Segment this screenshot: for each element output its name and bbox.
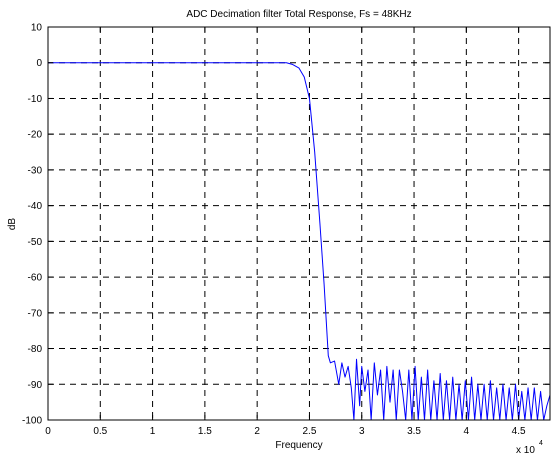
- chart-title: ADC Decimation filter Total Response, Fs…: [186, 9, 411, 20]
- x-tick-label: 0: [45, 426, 51, 437]
- series-line-0: [48, 62, 550, 420]
- x-tick-label: 3: [359, 426, 365, 437]
- tick-labels: 0 0.5 1 1.5 2 2.5 3 3.5 4 4.5 10 0 -10 -20 -30 -40 -50 -6…: [22, 23, 526, 438]
- y-tick-label: -40: [28, 201, 43, 212]
- y-tick-label: -30: [28, 165, 43, 176]
- y-tick-label: -100: [22, 416, 42, 427]
- x-tick-label: 1: [150, 426, 156, 437]
- plot-border: [47, 26, 551, 421]
- y-tick-label: -90: [28, 380, 43, 391]
- y-axis-label: dB: [7, 218, 18, 231]
- x-tick-label: 3.5: [407, 426, 421, 437]
- y-tick-label: -50: [28, 237, 43, 248]
- y-tick-label: -10: [28, 94, 43, 105]
- x-tick-label: 2: [254, 426, 260, 437]
- x-axis-exponent: x 10: [516, 445, 535, 456]
- y-tick-label: -80: [28, 344, 43, 355]
- x-tick-label: 4: [464, 426, 470, 437]
- grid-lines: [48, 27, 550, 420]
- y-tick-label: 0: [36, 58, 42, 69]
- x-tick-label: 0.5: [93, 426, 107, 437]
- y-tick-label: -60: [28, 273, 43, 284]
- x-axis-label: Frequency: [275, 440, 322, 451]
- plot-area: [48, 27, 550, 420]
- x-tick-label: 2.5: [303, 426, 317, 437]
- y-tick-label: -70: [28, 308, 43, 319]
- y-tick-label: -20: [28, 130, 43, 141]
- axis-ticks: [47, 26, 550, 421]
- x-axis-exponent-power: 4: [539, 440, 543, 447]
- x-tick-label: 1.5: [198, 426, 212, 437]
- series-layer: [48, 62, 550, 420]
- y-tick-label: 10: [31, 23, 43, 34]
- x-tick-label: 4.5: [512, 426, 526, 437]
